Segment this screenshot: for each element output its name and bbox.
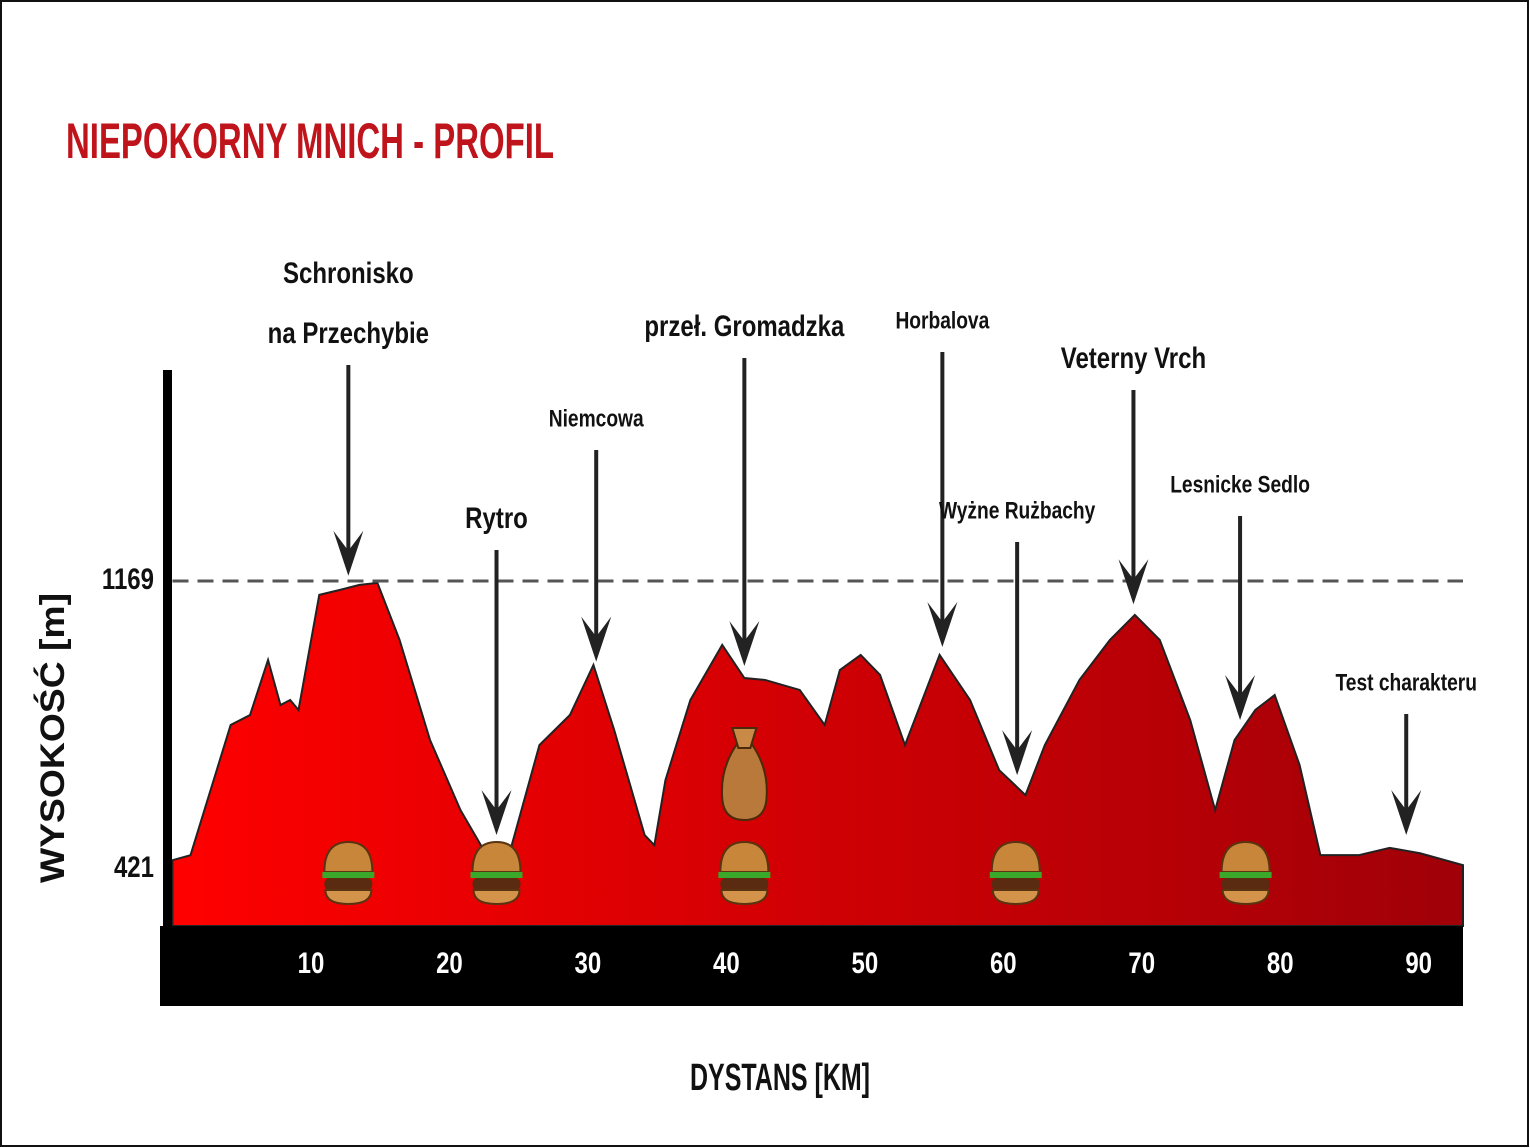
- patty: [991, 878, 1040, 890]
- patty: [720, 878, 769, 890]
- y-axis-label: WYSOKOŚĆ [m]: [34, 593, 72, 883]
- arrow-head: [1118, 559, 1149, 605]
- arrow-head: [729, 621, 760, 667]
- bag-neck: [731, 727, 758, 749]
- annotation-label: Veterny Vrch: [1061, 340, 1206, 374]
- annotation-label: Horbalova: [895, 306, 990, 334]
- lettuce: [1219, 872, 1272, 878]
- x-axis-band: [160, 926, 1463, 1006]
- x-tick-label: 70: [1128, 945, 1155, 979]
- x-axis-label: DYSTANS [KM]: [690, 1057, 870, 1099]
- aid-station: [1219, 840, 1272, 906]
- x-tick-label: 60: [990, 945, 1017, 979]
- bun-top: [471, 840, 522, 873]
- aid-station: [322, 840, 375, 906]
- arrow-head: [581, 616, 612, 662]
- x-tick-label: 50: [851, 945, 878, 979]
- annotation-label: na Przechybie: [268, 315, 429, 349]
- arrow-head: [1225, 675, 1256, 721]
- bun-bottom: [324, 889, 373, 906]
- aid-station: [989, 840, 1042, 906]
- x-tick-label: 30: [575, 945, 602, 979]
- annotation-label: Test charakteru: [1335, 668, 1476, 696]
- annotation-label: Lesnicke Sedlo: [1170, 470, 1310, 498]
- aid-station: [470, 840, 523, 906]
- patty: [324, 878, 373, 890]
- y-tick-label: 421: [114, 849, 154, 883]
- annotation-label: przeł. Gromadzka: [644, 308, 845, 342]
- elevation-area: [171, 581, 1464, 927]
- x-tick-label: 80: [1267, 945, 1294, 979]
- annotation-label: Niemcowa: [549, 404, 645, 432]
- arrow-head: [1391, 790, 1422, 835]
- bun-bottom: [1221, 889, 1270, 906]
- y-tick-label: 1169: [102, 561, 154, 595]
- arrow-head: [927, 602, 958, 648]
- bun-bottom: [720, 889, 769, 906]
- aid-station: [718, 840, 771, 906]
- lettuce: [470, 872, 523, 878]
- patty: [472, 878, 521, 890]
- bun-top: [990, 840, 1041, 873]
- bun-top: [1220, 840, 1271, 873]
- x-tick-label: 10: [298, 945, 325, 979]
- bun-bottom: [991, 889, 1040, 906]
- x-tick-label: 90: [1405, 945, 1432, 979]
- patty: [1221, 878, 1270, 890]
- lettuce: [718, 872, 771, 878]
- chart-title: NIEPOKORNY MNICH - PROFIL: [66, 113, 554, 169]
- annotation-label: Wyżne Rużbachy: [939, 496, 1095, 524]
- money-bag: [720, 727, 768, 822]
- bag-body: [720, 744, 768, 822]
- y-axis-line: [163, 370, 172, 1006]
- lettuce: [989, 872, 1042, 878]
- annotation-label: Rytro: [465, 500, 528, 534]
- annotation-label: Schronisko: [283, 255, 414, 289]
- lettuce: [322, 872, 375, 878]
- bun-top: [323, 840, 374, 873]
- arrow-head: [481, 790, 512, 835]
- bun-bottom: [472, 889, 521, 906]
- arrow-head: [1002, 730, 1033, 776]
- bun-top: [719, 840, 770, 873]
- arrow-head: [333, 530, 364, 576]
- x-tick-label: 40: [713, 945, 740, 979]
- x-tick-label: 20: [436, 945, 463, 979]
